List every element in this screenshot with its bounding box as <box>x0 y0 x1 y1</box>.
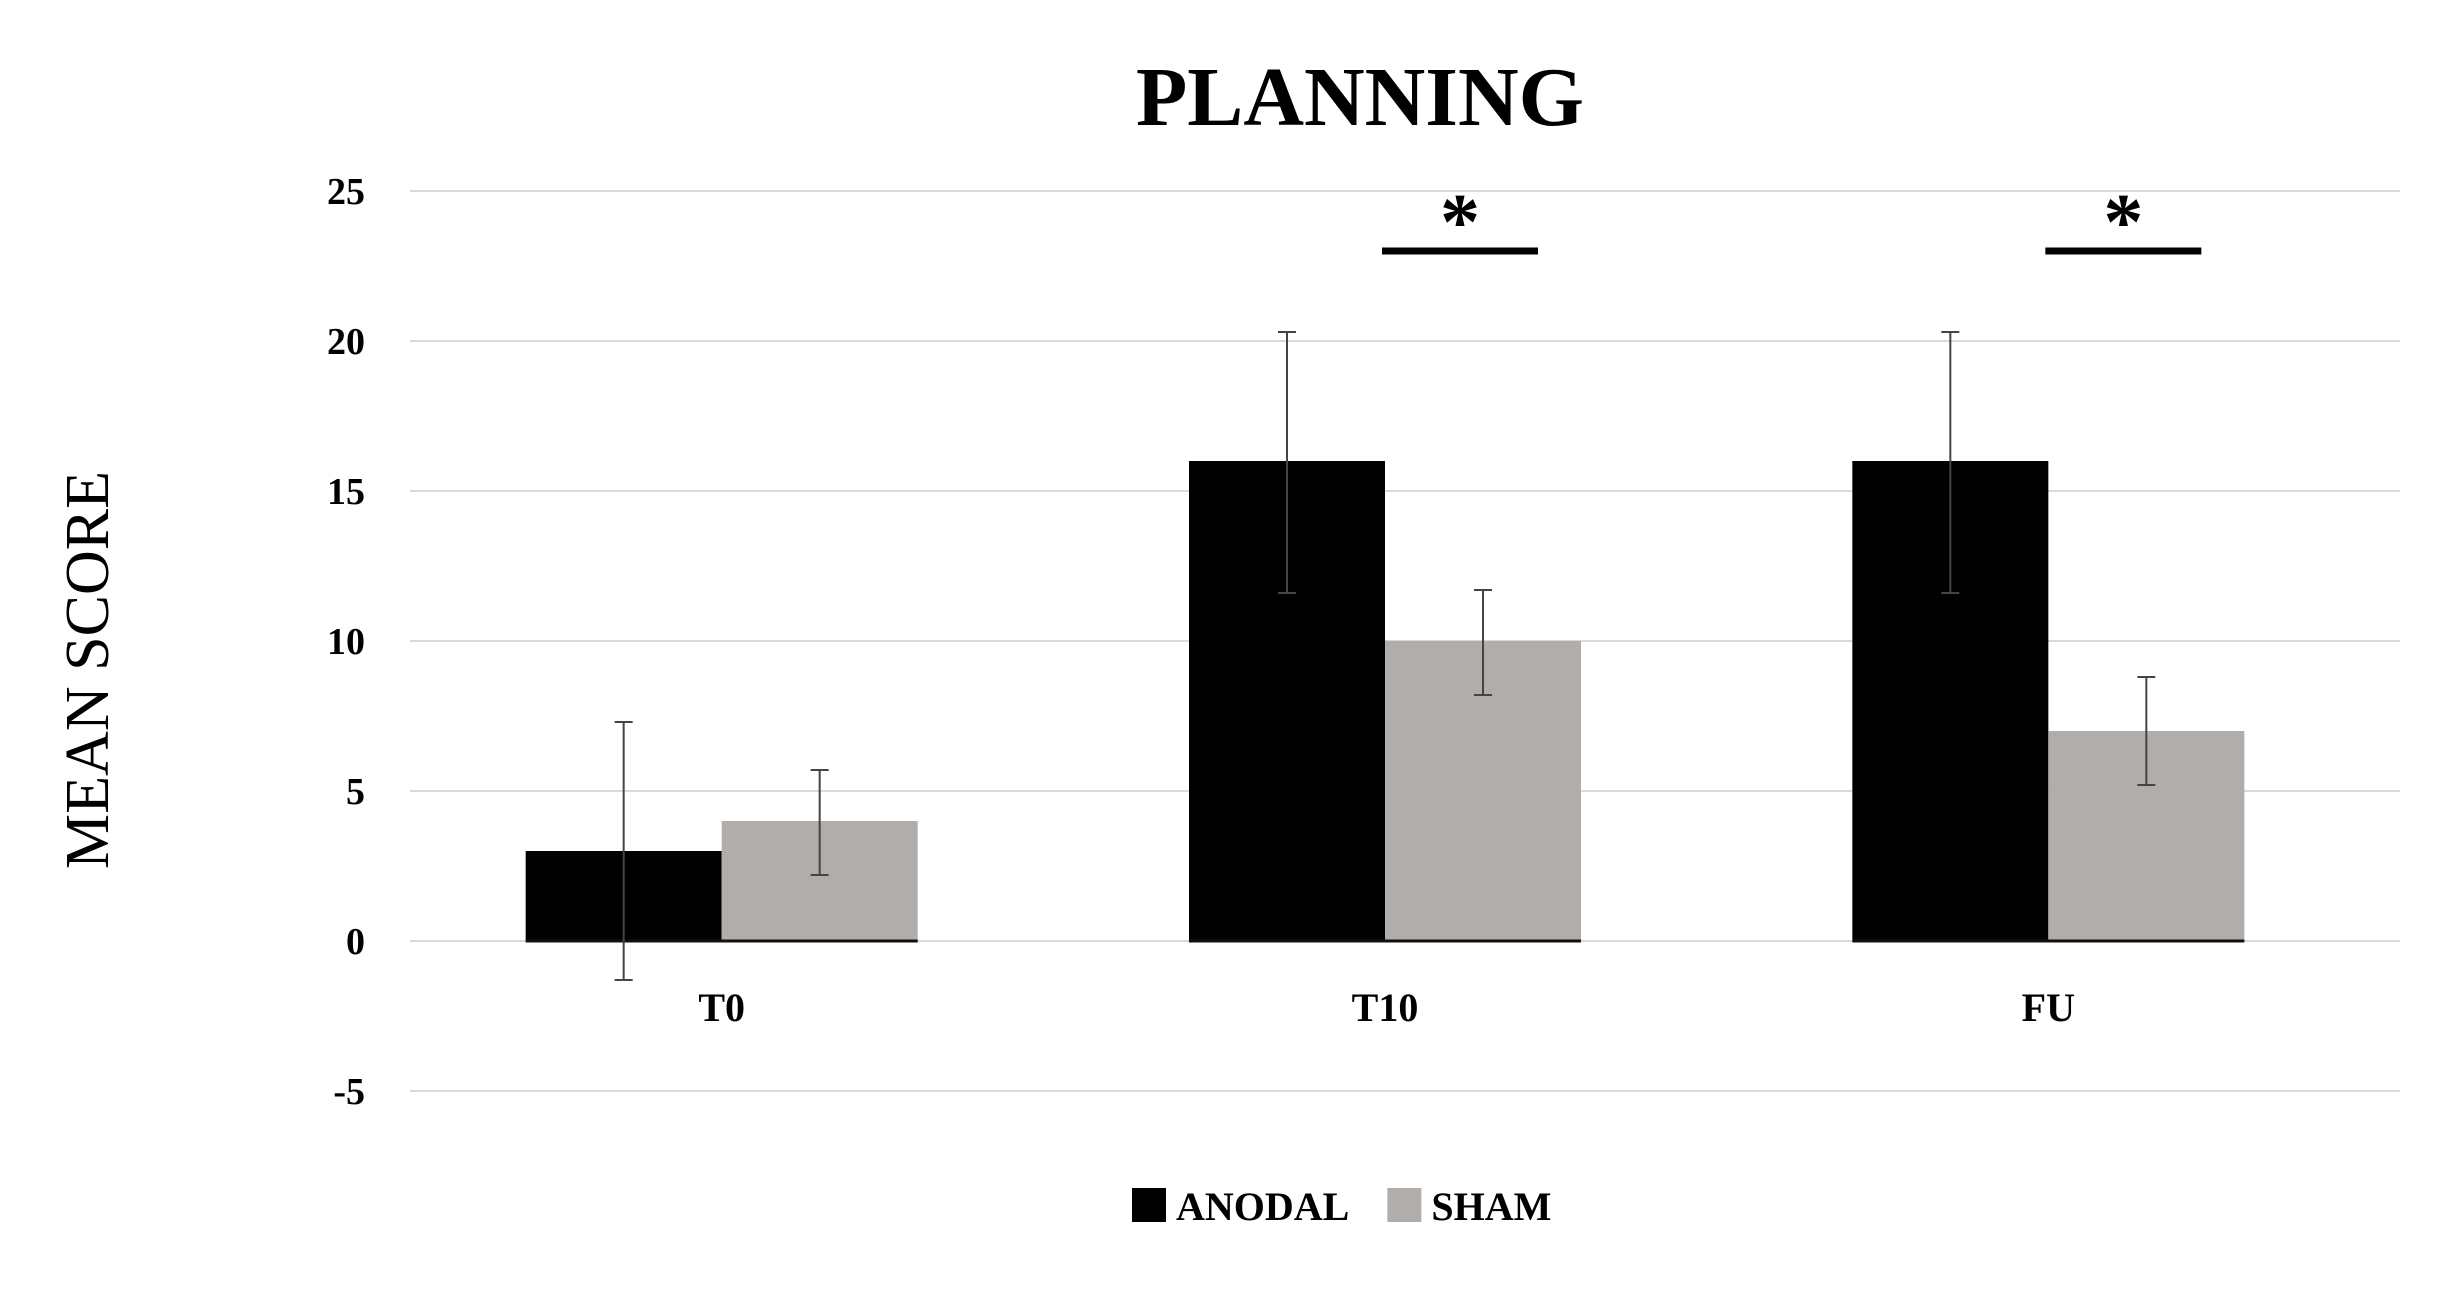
error-bar-sham-fu <box>2137 676 2156 786</box>
x-category-label: FU <box>2022 985 2075 1030</box>
y-axis-title: MEAN SCORE <box>54 471 122 869</box>
error-bar-anodal-fu <box>1941 331 1960 594</box>
error-bar-sham-t0 <box>810 769 829 876</box>
error-bars <box>614 331 2156 981</box>
legend: ANODAL SHAM <box>1132 1184 1551 1229</box>
chart-title: PLANNING <box>1136 51 1584 144</box>
x-category-label: T10 <box>1352 985 1419 1030</box>
significance-star: * <box>2103 179 2143 267</box>
y-tick-label: -5 <box>333 1071 365 1113</box>
significance-markers: * * <box>1382 179 2202 267</box>
y-tick-label: 15 <box>327 471 365 513</box>
y-tick-label: 25 <box>327 171 365 213</box>
significance-star: * <box>1440 179 1480 267</box>
y-tick-label: 20 <box>327 321 365 363</box>
x-category-label: T0 <box>698 985 745 1030</box>
error-bar-sham-t10 <box>1474 589 1492 696</box>
bars <box>525 461 2245 943</box>
legend-swatch-anodal <box>1132 1188 1166 1222</box>
error-bar-anodal-t10 <box>1278 331 1296 594</box>
y-tick-label: 0 <box>346 921 365 963</box>
y-tick-label: 10 <box>327 621 365 663</box>
legend-label-sham: SHAM <box>1431 1184 1551 1229</box>
error-bar-anodal-t0 <box>614 721 633 981</box>
y-axis-ticks: -5 0 5 10 15 20 25 <box>327 171 365 1113</box>
y-tick-label: 5 <box>346 771 365 813</box>
legend-label-anodal: ANODAL <box>1176 1184 1349 1229</box>
x-axis-labels: T0 T10 FU <box>698 985 2075 1030</box>
legend-swatch-sham <box>1387 1188 1422 1222</box>
